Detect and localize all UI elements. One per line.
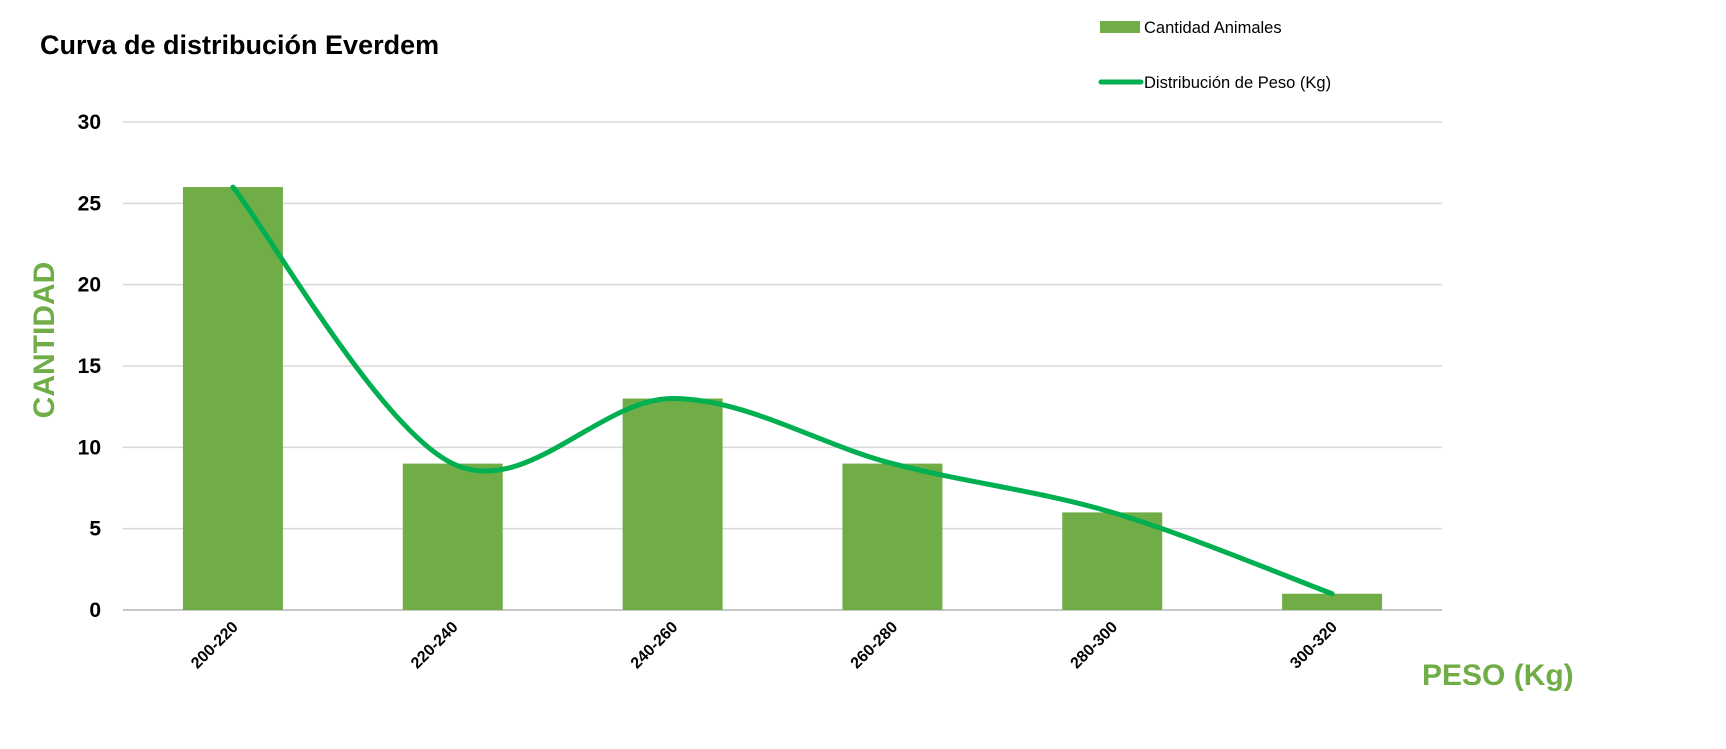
y-axis-ticks: 0 5 10 15 20 25 30 [78,111,102,622]
legend-label-line: Distribución de Peso (Kg) [1144,74,1331,92]
gridlines [123,121,1442,611]
chart-title: Curva de distribución Everdem [40,30,439,60]
x-tick-label: 300-320 [1287,619,1341,673]
bar [1062,512,1163,610]
x-tick-label: 220-240 [408,619,462,673]
x-axis-label: PESO (Kg) [1422,659,1574,692]
distribution-curve [230,184,1335,597]
bar-series [182,187,1383,611]
y-tick-label: 30 [78,111,101,134]
bar [182,187,283,611]
y-tick-label: 5 [89,518,101,541]
bar [842,463,943,610]
bar [402,463,503,610]
x-axis-ticks: 200-220 220-240 240-260 260-280 280-300 300-3… [188,619,1341,673]
line-series [230,184,1335,597]
bar [622,398,723,610]
y-tick-label: 25 [78,192,102,215]
legend-swatch-bar [1100,21,1140,33]
x-tick-label: 200-220 [188,619,242,673]
y-tick-label: 10 [78,436,101,459]
x-tick-label: 280-300 [1068,619,1122,673]
y-tick-label: 20 [78,274,101,297]
legend-label-bar: Cantidad Animales [1144,19,1282,37]
x-tick-label: 260-280 [848,619,902,673]
y-axis-label: CANTIDAD [28,262,61,419]
x-tick-label: 240-260 [628,619,682,673]
bar [1282,593,1383,610]
y-tick-label: 15 [78,355,102,378]
legend: Cantidad Animales Distribución de Peso (… [1098,19,1331,92]
y-tick-label: 0 [89,599,101,622]
